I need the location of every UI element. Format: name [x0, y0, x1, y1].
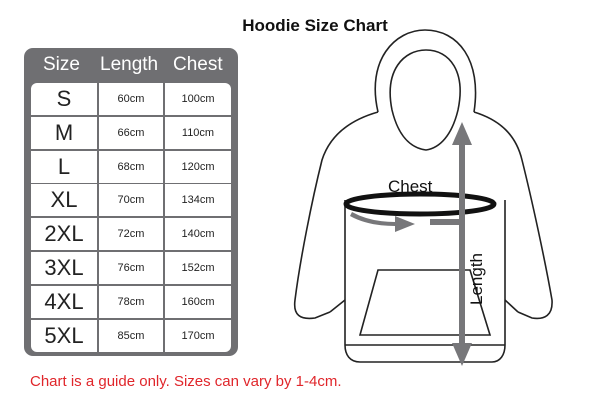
- cell-chest: 100cm: [165, 83, 231, 115]
- cell-size: 4XL: [31, 285, 97, 318]
- cell-chest: 134cm: [165, 184, 231, 217]
- cell-size: 3XL: [31, 252, 97, 284]
- page-title: Hoodie Size Chart: [242, 16, 388, 35]
- cell-chest: 152cm: [165, 252, 231, 284]
- cell-length: 78cm: [99, 285, 163, 318]
- cell-length: 76cm: [99, 252, 163, 284]
- header-size: Size: [43, 54, 80, 75]
- cell-size: L: [31, 150, 97, 183]
- cell-length: 66cm: [99, 116, 163, 149]
- cell-size: S: [31, 83, 97, 115]
- cell-length: 72cm: [99, 218, 163, 251]
- cell-size: 5XL: [31, 319, 97, 352]
- header-length: Length: [100, 54, 159, 75]
- cell-length: 70cm: [99, 184, 163, 217]
- chest-label: Chest: [388, 177, 433, 196]
- cell-length: 60cm: [99, 83, 163, 115]
- cell-size: XL: [31, 184, 97, 217]
- arrow-up-icon: [452, 122, 472, 145]
- hoodie-outline: [293, 29, 553, 363]
- cell-chest: 110cm: [165, 116, 231, 149]
- cell-size: M: [31, 116, 97, 149]
- cell-chest: 160cm: [165, 285, 231, 318]
- cell-size: 2XL: [31, 218, 97, 251]
- length-label: Length: [467, 253, 486, 305]
- header-chest: Chest: [173, 54, 223, 75]
- cell-chest: 140cm: [165, 218, 231, 251]
- arrow-down-icon: [452, 343, 472, 366]
- cell-length: 85cm: [99, 319, 163, 352]
- cell-chest: 170cm: [165, 319, 231, 352]
- size-table: Size Length Chest S 60cm 100cm M 66cm 110cm L 6…: [24, 48, 238, 356]
- chest-arrow-icon: [350, 212, 415, 232]
- cell-length: 68cm: [99, 150, 163, 183]
- cell-chest: 120cm: [165, 150, 231, 183]
- chest-measure-band: [343, 191, 497, 217]
- size-disclaimer: Chart is a guide only. Sizes can vary by…: [30, 373, 342, 390]
